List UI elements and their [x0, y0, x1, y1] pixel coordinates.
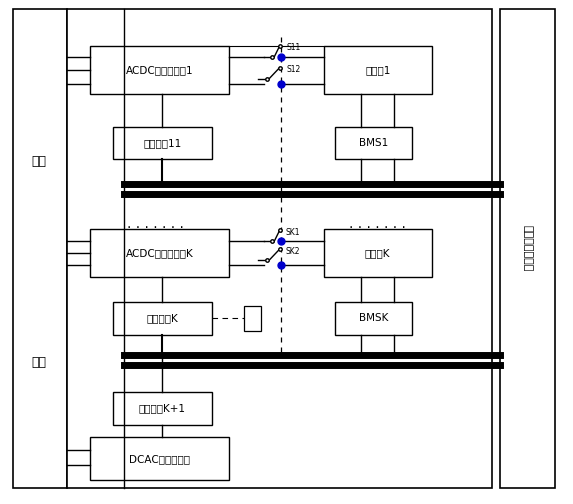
Text: BMSK: BMSK [359, 313, 388, 324]
Text: 交流: 交流 [31, 155, 46, 168]
Bar [112, 302, 213, 335]
Bar [324, 46, 432, 94]
Text: 电池符K: 电池符K [365, 248, 390, 258]
Text: SK2: SK2 [285, 246, 300, 256]
Text: BMS1: BMS1 [359, 138, 388, 148]
Bar [335, 127, 412, 159]
Text: 通信控制K: 通信控制K [147, 313, 178, 324]
Text: SK1: SK1 [285, 228, 300, 237]
Bar [90, 437, 229, 480]
Bar [261, 34, 349, 352]
Text: 主控制通信单元: 主控制通信单元 [523, 225, 532, 272]
Text: . . . . . . .: . . . . . . . [350, 217, 406, 231]
Bar [244, 306, 261, 331]
Text: . . . . . . .: . . . . . . . [127, 217, 184, 231]
Bar [67, 9, 492, 487]
Text: 输入: 输入 [31, 356, 46, 369]
Text: ACDC整流模块组1: ACDC整流模块组1 [126, 66, 194, 75]
Bar [90, 46, 229, 94]
Text: 通信控制11: 通信控制11 [143, 138, 182, 148]
Bar [90, 229, 229, 277]
Bar [13, 9, 67, 487]
Bar [112, 392, 213, 425]
Text: 电池符1: 电池符1 [365, 66, 390, 75]
Text: DCAC逆变模块组: DCAC逆变模块组 [129, 454, 190, 464]
Bar [500, 9, 555, 487]
Text: S11: S11 [286, 43, 301, 52]
Text: ACDC整流模块组K: ACDC整流模块组K [125, 248, 194, 258]
Text: S12: S12 [286, 65, 301, 74]
Bar [324, 229, 432, 277]
Bar [112, 127, 213, 159]
Bar [335, 302, 412, 335]
Text: 通信控制K+1: 通信控制K+1 [139, 404, 186, 414]
